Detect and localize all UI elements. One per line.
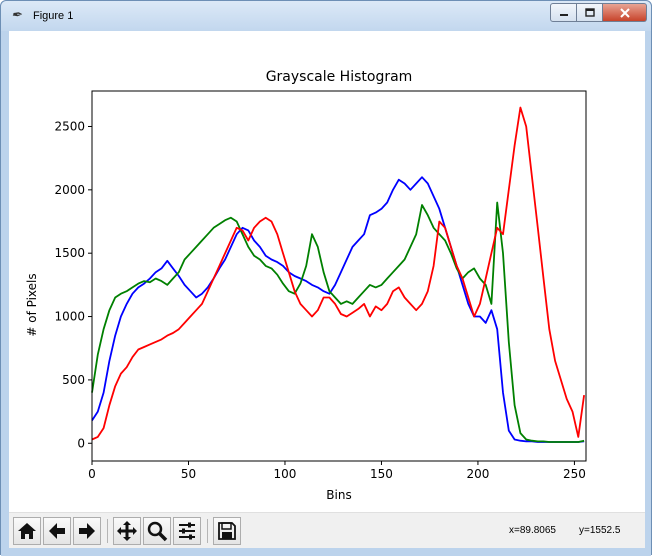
window-controls — [550, 3, 647, 23]
minimize-icon — [559, 13, 568, 16]
histogram-chart[interactable]: Grayscale Histogram Bins # of Pixels 0 50… — [9, 31, 645, 512]
series-layer — [91, 106, 585, 443]
y-tick-label: 1000 — [54, 310, 85, 324]
x-tick-label: 100 — [274, 467, 297, 481]
y-axis-label: # of Pixels — [25, 273, 39, 336]
feather-icon: ✒ — [11, 8, 22, 23]
title-bar[interactable]: ✒ Figure 1 — [1, 1, 651, 31]
toolbar-separator — [107, 519, 108, 543]
x-tick-label: 200 — [466, 467, 489, 481]
y-tick-label: 0 — [77, 436, 85, 450]
home-button[interactable] — [13, 517, 41, 545]
configure-subplots-button[interactable] — [173, 517, 201, 545]
plot-frame — [91, 90, 587, 462]
series-line-0 — [91, 176, 585, 443]
forward-button[interactable] — [73, 517, 101, 545]
y-tick-label: 2000 — [54, 183, 85, 197]
zoom-button[interactable] — [143, 517, 171, 545]
x-tick-label: 250 — [563, 467, 586, 481]
x-tick-label: 0 — [88, 467, 96, 481]
series-line-1 — [91, 201, 585, 443]
figure-canvas[interactable]: Grayscale Histogram Bins # of Pixels 0 50… — [9, 31, 645, 512]
navigation-toolbar: x=89.8065 y=1552.5 — [9, 512, 645, 548]
minimize-button[interactable] — [550, 3, 577, 22]
y-tick-label: 1500 — [54, 246, 85, 260]
cursor-x-readout: x=89.8065 — [509, 525, 556, 536]
maximize-button[interactable] — [577, 3, 603, 22]
chart-title: Grayscale Histogram — [266, 69, 413, 85]
move-icon — [117, 521, 137, 541]
arrow-right-icon — [79, 523, 95, 539]
close-button[interactable] — [603, 3, 647, 22]
close-icon — [619, 7, 630, 18]
x-tick-label: 50 — [181, 467, 196, 481]
maximize-icon — [584, 7, 595, 17]
home-icon — [18, 523, 36, 539]
y-tick-label: 500 — [62, 373, 85, 387]
toolbar-separator — [207, 519, 208, 543]
arrow-left-icon — [49, 523, 65, 539]
save-button[interactable] — [213, 517, 241, 545]
zoom-icon — [147, 521, 168, 542]
pan-button[interactable] — [113, 517, 141, 545]
sliders-icon — [179, 522, 195, 540]
y-tick-label: 2500 — [54, 119, 85, 133]
back-button[interactable] — [43, 517, 71, 545]
x-axis-label: Bins — [326, 488, 351, 502]
window-bottom-border — [1, 548, 651, 556]
save-icon — [218, 522, 236, 540]
x-tick-label: 150 — [370, 467, 393, 481]
window-title: Figure 1 — [33, 10, 74, 22]
series-line-2 — [91, 106, 585, 441]
cursor-y-readout: y=1552.5 — [579, 525, 621, 536]
